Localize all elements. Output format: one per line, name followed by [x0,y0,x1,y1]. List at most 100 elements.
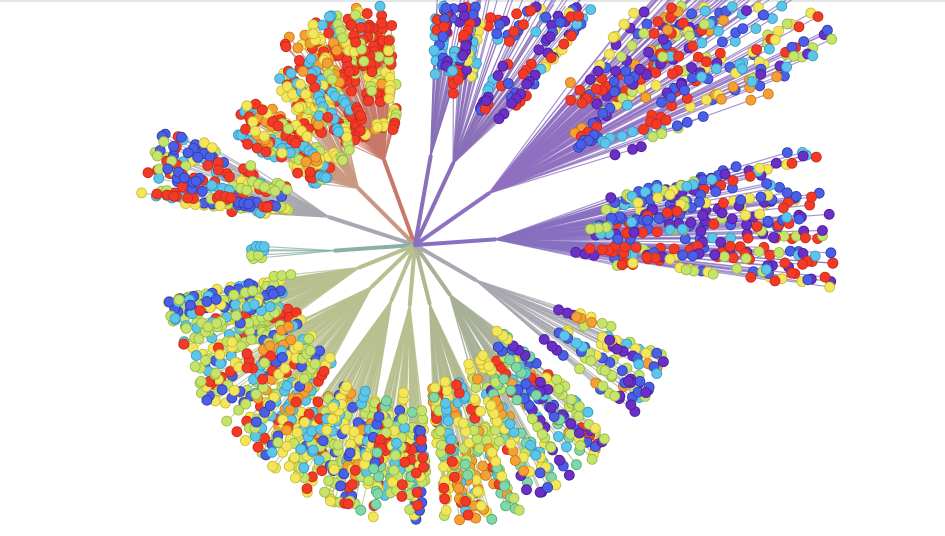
leaf-node [509,455,521,467]
leaf-node [350,36,362,48]
leaf-node [331,44,343,56]
leaf-node [272,120,284,132]
leaf-node [530,449,542,461]
leaf-node [310,151,322,163]
leaf-node [163,296,175,308]
leaf-node [604,334,616,346]
leaf-node [322,112,334,123]
leaf-node [671,120,683,132]
leaf-node [597,108,609,119]
trunk [407,243,417,307]
leaf-node [530,26,542,38]
leaf-node [387,476,398,488]
leaf-node [457,50,469,61]
leaf-node [321,424,333,436]
leaf-node [505,438,517,450]
branch [475,279,618,350]
leaf-node [604,48,615,60]
leaf-node [341,131,353,143]
leaf-node [444,443,456,455]
leaf-node [277,414,289,426]
leaf-node [727,81,739,93]
leaf-node [771,71,783,83]
branch [428,303,460,394]
leaf-node [665,91,677,103]
leaf-node [686,62,697,73]
leaf-node [616,365,628,377]
leaf-node [373,471,385,483]
leaf-node [292,42,304,54]
leaf-node [627,143,638,155]
leaf-node [358,55,370,67]
leaf-node [687,250,699,262]
leaf-node [634,63,646,75]
leaf-node [267,460,279,472]
leaf-node [545,52,557,63]
leaf-node [301,131,313,142]
leaf-node [285,68,297,79]
leaf-node [471,373,483,385]
leaf-node [241,362,253,374]
leaf-node [652,192,664,204]
leaf-node [293,102,305,114]
branch [494,183,767,241]
leaf-node [699,5,711,17]
leaf-node [576,97,588,109]
leaf-node [753,1,764,13]
leaf-node [272,436,284,448]
leaf-node [438,482,450,494]
leaf-node [623,375,634,387]
leaf-node [596,317,608,329]
leaf-node [779,257,791,269]
branch [488,82,571,194]
leaf-node [707,232,718,244]
leaf-node [477,350,489,361]
leaf-node [511,394,523,406]
leaf-node [343,144,355,156]
leaf-node [534,467,546,479]
leaf-node [266,446,278,458]
leaf-node [256,104,268,116]
leaf-node [370,498,382,510]
leaf-node [169,312,181,324]
leaf-node [485,400,497,411]
leaf-node [281,380,293,392]
leaf-node [258,357,270,369]
leaf-node [657,33,669,45]
leaf-node [628,7,640,19]
leaf-node [304,345,316,356]
leaf-node [291,427,303,438]
leaf-node [673,50,684,62]
leaf-node [303,408,315,420]
leaf-node [469,393,481,405]
leaf-node [634,375,646,387]
leaf-node [362,95,374,107]
leaf-node [503,36,515,47]
leaf-node [618,18,630,30]
leaf-node [511,361,522,373]
leaf-node [355,504,367,516]
leaf-node [806,191,817,203]
leaf-node [480,95,492,107]
leaf-node [412,499,424,511]
leaf-node [324,352,336,364]
leaf-node [802,274,814,286]
leaf-node [228,385,240,396]
leaf-node [382,417,394,429]
leaf-node [356,43,367,55]
leaf-node [786,267,797,279]
leaf-node [553,304,564,316]
branch [333,300,393,470]
leaf-node [726,1,738,12]
leaf-node [692,51,704,63]
leaf-node [561,441,572,453]
branch [488,52,721,194]
leaf-node [610,65,622,77]
leaf-node [656,128,668,140]
leaf-node [590,83,602,95]
leaf-node [680,264,692,276]
leaf-node [650,67,662,79]
leaf-node [211,317,223,329]
leaf-node [696,37,708,49]
leaf-node [200,354,212,366]
